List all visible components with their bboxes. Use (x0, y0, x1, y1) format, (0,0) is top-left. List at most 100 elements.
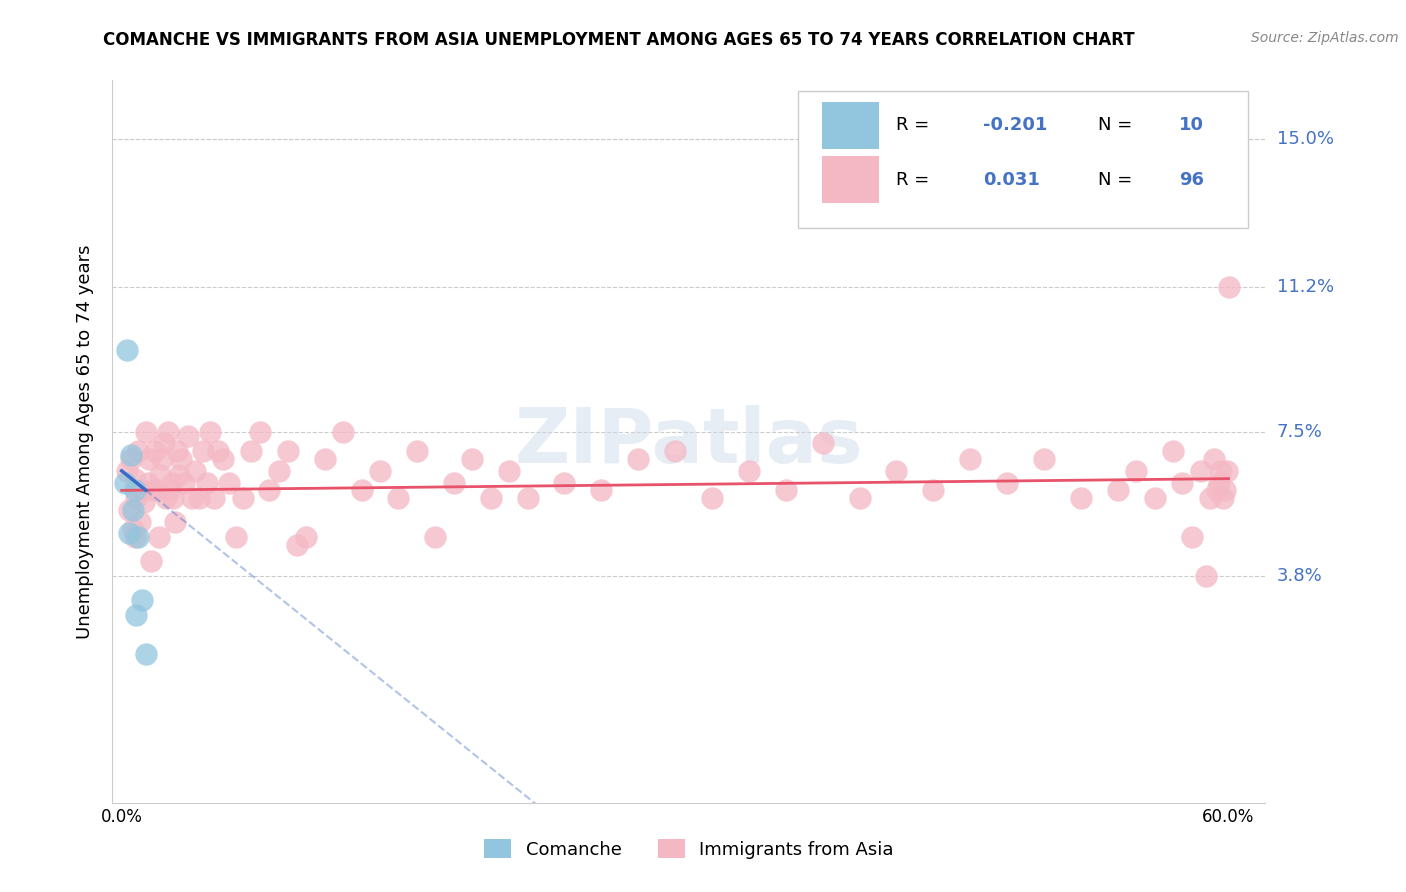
Point (922, 483, 945, 498)
FancyBboxPatch shape (821, 156, 879, 203)
Point (387, 491, 409, 505)
Point (195, 475, 218, 490)
Point (848, 491, 870, 505)
Point (314, 452, 336, 467)
Point (212, 452, 235, 467)
Point (159, 483, 181, 498)
Point (350, 483, 373, 498)
Point (232, 491, 254, 505)
Point (1218, 280, 1240, 294)
Point (1195, 569, 1218, 583)
Text: 3.8%: 3.8% (1277, 567, 1322, 585)
Point (153, 436, 176, 450)
Point (479, 491, 502, 505)
Point (811, 436, 834, 450)
Point (114, 475, 136, 490)
Point (125, 608, 148, 623)
Legend: Comanche, Immigrants from Asia: Comanche, Immigrants from Asia (477, 832, 901, 866)
Point (136, 475, 159, 490)
Point (738, 464, 761, 478)
Point (498, 464, 520, 478)
Point (405, 444, 427, 458)
Point (120, 452, 142, 467)
Point (1211, 464, 1233, 478)
Point (775, 483, 797, 498)
Point (141, 554, 163, 568)
Point (170, 452, 193, 467)
Point (1199, 491, 1222, 505)
Point (207, 444, 229, 458)
Point (218, 475, 240, 490)
Point (127, 444, 149, 458)
Point (1070, 491, 1092, 505)
Point (1181, 530, 1204, 544)
Point (135, 648, 157, 662)
Point (129, 515, 152, 529)
Point (1206, 483, 1229, 498)
Point (148, 530, 170, 544)
Point (516, 491, 538, 505)
Text: N =: N = (1098, 170, 1139, 188)
Point (1208, 475, 1230, 490)
Point (202, 491, 225, 505)
Point (184, 464, 207, 478)
Point (332, 425, 354, 439)
Point (124, 483, 146, 498)
Point (121, 503, 143, 517)
FancyBboxPatch shape (821, 102, 879, 149)
Point (700, 491, 723, 505)
Point (149, 467, 172, 482)
Y-axis label: Unemployment Among Ages 65 to 74 years: Unemployment Among Ages 65 to 74 years (76, 244, 94, 639)
Point (959, 452, 981, 467)
Point (249, 425, 271, 439)
Point (127, 530, 149, 544)
Point (180, 491, 202, 505)
Point (165, 515, 187, 529)
Text: COMANCHE VS IMMIGRANTS FROM ASIA UNEMPLOYMENT AMONG AGES 65 TO 74 YEARS CORRELAT: COMANCHE VS IMMIGRANTS FROM ASIA UNEMPLO… (103, 31, 1135, 49)
Point (425, 530, 447, 544)
Point (160, 475, 183, 490)
Point (173, 475, 195, 490)
Point (443, 475, 465, 490)
Point (995, 475, 1018, 490)
Point (1125, 464, 1147, 478)
Point (1171, 475, 1194, 490)
Point (120, 448, 142, 462)
Point (115, 343, 138, 357)
Point (1202, 452, 1225, 467)
Point (115, 464, 138, 478)
Text: N =: N = (1098, 117, 1139, 135)
Point (368, 464, 391, 478)
Point (150, 452, 173, 467)
Point (1215, 464, 1237, 478)
Point (142, 483, 165, 498)
FancyBboxPatch shape (799, 91, 1249, 228)
Point (1033, 452, 1056, 467)
Text: R =: R = (897, 117, 935, 135)
Point (1189, 464, 1212, 478)
Point (131, 592, 153, 607)
Point (295, 530, 318, 544)
Point (200, 425, 222, 439)
Point (1213, 483, 1236, 498)
Point (177, 428, 200, 442)
Point (285, 538, 308, 552)
Point (118, 526, 141, 541)
Text: Source: ZipAtlas.com: Source: ZipAtlas.com (1251, 31, 1399, 45)
Point (131, 483, 153, 498)
Point (135, 425, 157, 439)
Text: 0.031: 0.031 (983, 170, 1040, 188)
Point (267, 464, 290, 478)
Point (125, 491, 148, 505)
Point (1107, 483, 1129, 498)
Point (1161, 444, 1184, 458)
Point (132, 495, 155, 509)
Point (167, 467, 190, 482)
Point (118, 503, 141, 517)
Point (124, 530, 146, 544)
Point (259, 483, 281, 498)
Point (166, 444, 188, 458)
Point (1212, 491, 1234, 505)
Text: 7.5%: 7.5% (1277, 423, 1323, 441)
Text: -0.201: -0.201 (983, 117, 1047, 135)
